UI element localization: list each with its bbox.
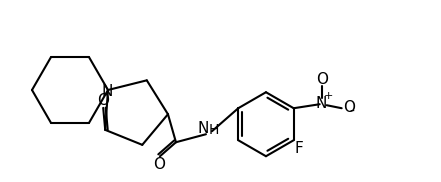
Text: O: O [316,72,328,87]
Text: O: O [97,93,109,108]
Text: N: N [316,96,327,111]
Text: N: N [197,121,209,136]
Text: +: + [324,91,333,101]
Text: -: - [349,105,354,119]
Text: F: F [294,141,303,156]
Text: N: N [101,84,113,98]
Text: O: O [343,100,355,115]
Text: H: H [209,123,219,137]
Text: O: O [153,157,165,172]
